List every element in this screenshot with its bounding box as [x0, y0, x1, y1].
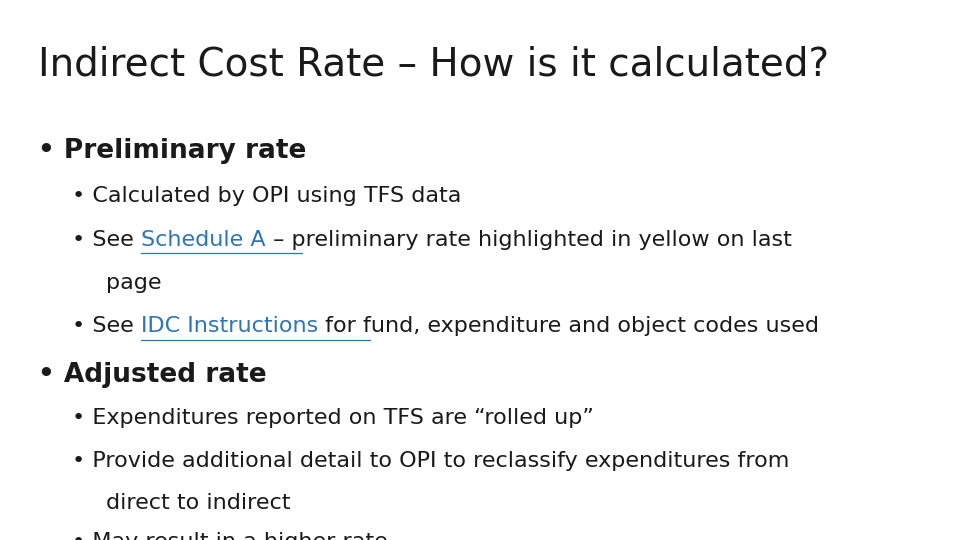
Text: page: page — [106, 273, 161, 293]
Text: • Expenditures reported on TFS are “rolled up”: • Expenditures reported on TFS are “roll… — [72, 408, 594, 428]
Text: Indirect Cost Rate – How is it calculated?: Indirect Cost Rate – How is it calculate… — [38, 46, 829, 84]
Text: Schedule A: Schedule A — [141, 230, 266, 249]
Text: direct to indirect: direct to indirect — [106, 493, 290, 513]
Text: for fund, expenditure and object codes used: for fund, expenditure and object codes u… — [318, 316, 819, 336]
Text: • May result in a higher rate: • May result in a higher rate — [72, 532, 388, 540]
Text: IDC Instructions: IDC Instructions — [141, 316, 318, 336]
Text: • See: • See — [72, 316, 141, 336]
Text: • See: • See — [72, 230, 141, 249]
Text: – preliminary rate highlighted in yellow on last: – preliminary rate highlighted in yellow… — [266, 230, 791, 249]
Text: • Adjusted rate: • Adjusted rate — [38, 362, 267, 388]
Text: • Calculated by OPI using TFS data: • Calculated by OPI using TFS data — [72, 186, 462, 206]
Text: • Preliminary rate: • Preliminary rate — [38, 138, 307, 164]
Text: • Provide additional detail to OPI to reclassify expenditures from: • Provide additional detail to OPI to re… — [72, 451, 789, 471]
